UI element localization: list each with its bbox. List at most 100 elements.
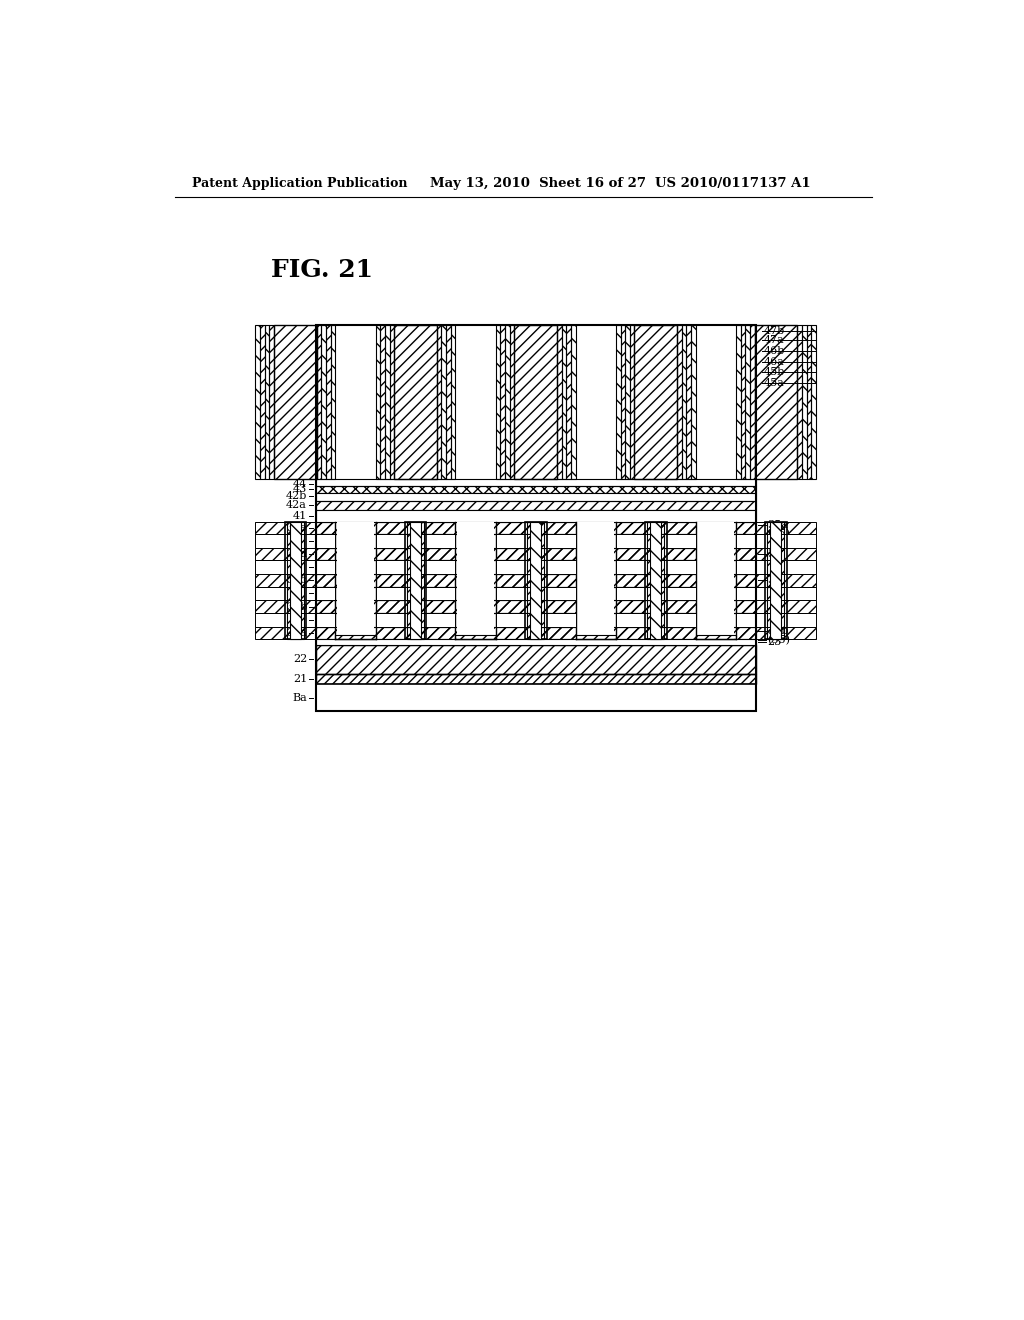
Bar: [315, 510, 756, 521]
Bar: [456, 325, 496, 479]
Bar: [456, 635, 496, 639]
Bar: [255, 627, 335, 639]
Text: 32d: 32d: [286, 536, 307, 546]
Bar: [561, 325, 566, 479]
Bar: [686, 325, 691, 479]
Bar: [615, 325, 621, 479]
Bar: [527, 521, 544, 639]
Bar: [566, 325, 571, 479]
Bar: [626, 325, 630, 479]
Bar: [635, 325, 677, 479]
Bar: [269, 325, 274, 479]
Text: 35a: 35a: [767, 520, 788, 529]
Bar: [647, 521, 665, 639]
Text: US 2010/0117137 A1: US 2010/0117137 A1: [655, 177, 811, 190]
Bar: [575, 325, 615, 479]
Bar: [255, 325, 260, 479]
Bar: [740, 325, 745, 479]
Bar: [650, 521, 662, 639]
Bar: [615, 535, 695, 548]
Bar: [736, 574, 816, 586]
Text: 47a: 47a: [764, 335, 784, 345]
Bar: [255, 574, 335, 586]
Bar: [255, 560, 335, 574]
Bar: [811, 325, 816, 479]
Bar: [376, 586, 456, 601]
Text: 31d: 31d: [286, 549, 307, 560]
Bar: [407, 521, 424, 639]
Bar: [645, 521, 667, 639]
Text: 32b: 32b: [286, 589, 307, 598]
Bar: [380, 325, 385, 479]
Bar: [331, 325, 335, 479]
Bar: [441, 325, 446, 479]
Text: FIG. 21: FIG. 21: [271, 257, 374, 282]
Bar: [255, 612, 335, 627]
Bar: [496, 586, 575, 601]
Bar: [410, 521, 421, 639]
Bar: [437, 325, 441, 479]
Text: 42a: 42a: [286, 500, 307, 511]
Bar: [394, 325, 437, 479]
Bar: [315, 627, 756, 639]
Bar: [496, 521, 575, 535]
Bar: [578, 521, 614, 639]
Bar: [736, 586, 816, 601]
Bar: [615, 574, 695, 586]
Bar: [376, 548, 456, 561]
Bar: [621, 325, 626, 479]
Bar: [496, 325, 501, 479]
Bar: [315, 325, 756, 711]
Bar: [736, 560, 816, 574]
Bar: [615, 560, 695, 574]
Bar: [255, 521, 335, 535]
Bar: [376, 574, 456, 586]
Bar: [315, 612, 756, 627]
Bar: [274, 325, 316, 479]
Bar: [315, 684, 756, 711]
Text: 21: 21: [293, 675, 307, 684]
Bar: [798, 325, 802, 479]
Bar: [315, 535, 756, 548]
Bar: [337, 521, 374, 639]
Bar: [287, 521, 304, 639]
Bar: [755, 325, 798, 479]
Text: 32c: 32c: [287, 562, 307, 573]
Bar: [615, 521, 695, 535]
Bar: [255, 325, 315, 479]
Bar: [615, 548, 695, 561]
Bar: [315, 548, 756, 561]
Bar: [255, 548, 335, 561]
Bar: [571, 325, 575, 479]
Bar: [457, 521, 495, 639]
Text: 33: 33: [767, 576, 781, 585]
Bar: [691, 325, 695, 479]
Bar: [376, 601, 456, 612]
Bar: [315, 639, 756, 645]
Text: 22: 22: [293, 655, 307, 664]
Bar: [765, 521, 786, 639]
Text: 45a: 45a: [764, 379, 784, 388]
Bar: [451, 325, 456, 479]
Bar: [756, 325, 816, 479]
Text: 43: 43: [293, 484, 307, 494]
Bar: [385, 325, 389, 479]
Bar: [745, 325, 750, 479]
Bar: [697, 521, 734, 639]
Text: 31e: 31e: [287, 523, 307, 533]
Bar: [496, 548, 575, 561]
Bar: [630, 325, 635, 479]
Bar: [767, 521, 784, 639]
Bar: [260, 325, 265, 479]
Bar: [615, 601, 695, 612]
Bar: [376, 521, 456, 535]
Text: 45b: 45b: [764, 367, 784, 378]
Bar: [285, 521, 306, 639]
Bar: [736, 325, 740, 479]
Bar: [557, 325, 561, 479]
Text: May 13, 2010  Sheet 16 of 27: May 13, 2010 Sheet 16 of 27: [430, 177, 646, 190]
Text: 35b: 35b: [767, 626, 788, 636]
Text: 46b: 46b: [764, 346, 784, 356]
Text: Ba: Ba: [292, 693, 307, 702]
Text: 31b: 31b: [286, 602, 307, 611]
